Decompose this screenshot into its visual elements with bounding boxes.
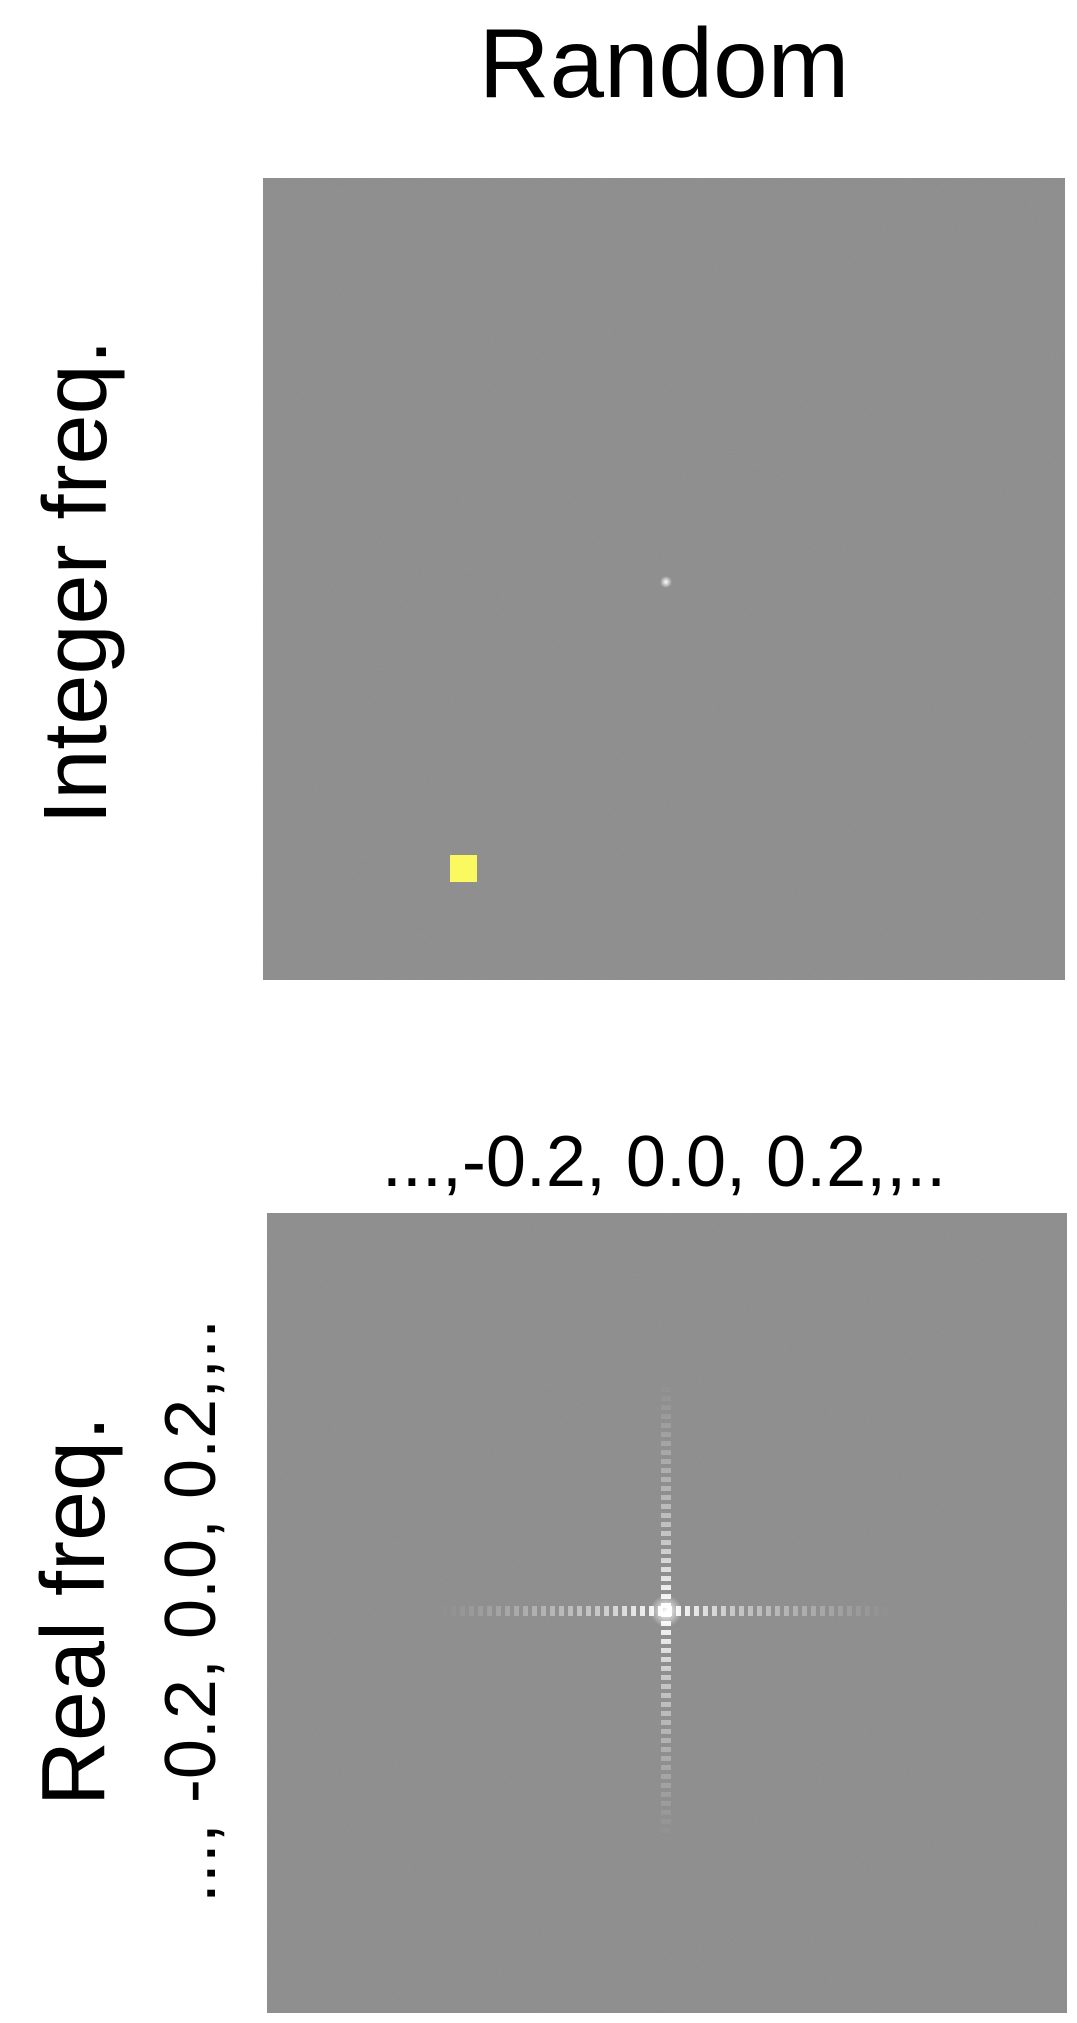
figure: Random Integer freq. ...,-0.2, 0.0, 0.2,… bbox=[0, 0, 1077, 2018]
x-axis-label: ...,-0.2, 0.0, 0.2,,.. bbox=[382, 1122, 946, 1202]
center-peak bbox=[650, 1595, 682, 1627]
y-axis-label: ..., -0.2, 0.0, 0.2,,.. bbox=[151, 1319, 231, 1903]
row-label: Integer freq. bbox=[26, 339, 126, 824]
row-label: Real freq. bbox=[24, 1416, 124, 1806]
center-peak bbox=[660, 576, 672, 588]
yellow-marker bbox=[450, 855, 477, 882]
figure-title: Random bbox=[479, 8, 849, 118]
page: Random Integer freq. ...,-0.2, 0.0, 0.2,… bbox=[0, 0, 1077, 2018]
